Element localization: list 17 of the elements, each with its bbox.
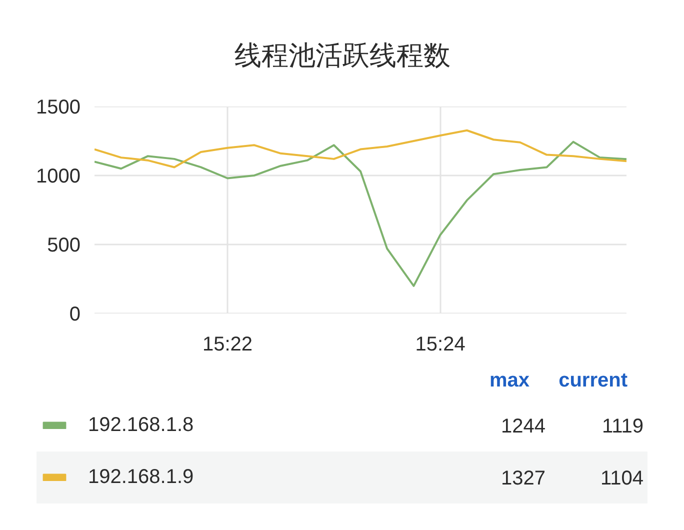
text: max (489, 370, 530, 392)
text: 1119 (602, 416, 644, 438)
y-tick-label: 1500 (36, 96, 81, 118)
line-series (94, 140, 626, 287)
text: 1244 (501, 416, 546, 438)
legend-label: 192.168.1.8 (88, 413, 194, 437)
y-tick-label: 500 (47, 234, 81, 256)
line-series (94, 129, 626, 168)
text: 1327 (501, 468, 546, 490)
x-tick-label: 15:22 (202, 334, 253, 356)
x-tick-label: 15:24 (415, 334, 466, 356)
y-tick-label: 0 (69, 304, 80, 326)
legend-label: 192.168.1.9 (88, 465, 194, 489)
text: current (558, 370, 628, 392)
text: 1104 (600, 468, 644, 490)
y-tick-label: 1000 (36, 166, 81, 188)
chart-title: 线程池活跃线程数 (234, 40, 450, 70)
